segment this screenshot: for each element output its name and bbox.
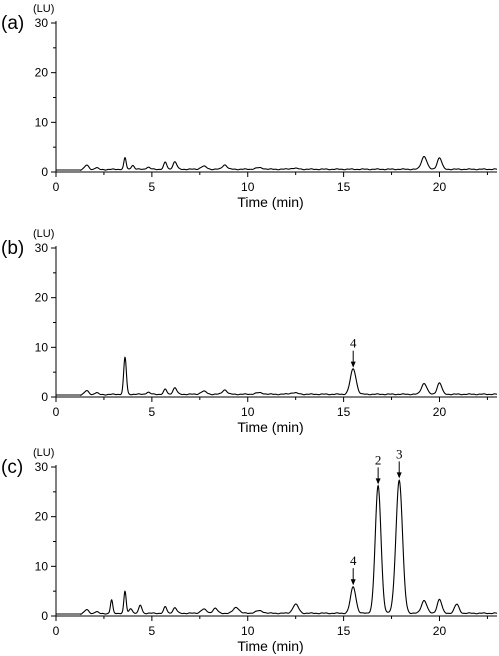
x-tick-label: 5 <box>149 405 156 419</box>
peak-annotation-3: 3 <box>396 446 403 479</box>
peak-number-label: 3 <box>396 446 403 461</box>
x-axis-title-c: Time (min) <box>237 638 303 654</box>
peak-annotation-4: 4 <box>350 553 357 586</box>
y-tick-label: 0 <box>41 390 48 404</box>
panel-label-c: (c) <box>1 457 23 478</box>
y-unit-label-a: (LU) <box>33 3 54 15</box>
chromatogram-panel-a: (a) (LU) 0 10 20 30 0 5 10 15 20 Time (min) <box>1 3 498 210</box>
y-tick-label: 30 <box>35 241 49 255</box>
x-tick-label: 0 <box>53 180 60 194</box>
panel-label-a: (a) <box>1 13 24 34</box>
chromatogram-trace-c <box>56 479 498 616</box>
y-tick-label: 30 <box>35 460 49 474</box>
x-tick-label: 15 <box>337 624 351 638</box>
y-tick-label: 20 <box>35 510 49 524</box>
peak-number-label: 4 <box>350 336 357 351</box>
chromatogram-panel-b: (b) (LU) 0 10 20 30 0 5 10 15 20 Time (min) 4 <box>1 228 498 435</box>
x-tick-label: 10 <box>241 180 255 194</box>
y-unit-label-c: (LU) <box>33 447 54 459</box>
x-tick-label: 10 <box>241 624 255 638</box>
y-tick-label: 0 <box>41 165 48 179</box>
y-tick-label: 20 <box>35 291 49 305</box>
y-tick-label: 10 <box>35 115 49 129</box>
panel-label-b: (b) <box>1 238 24 259</box>
peak-number-label: 4 <box>350 553 357 568</box>
x-tick-label: 0 <box>53 405 60 419</box>
y-tick-label: 30 <box>35 16 49 30</box>
x-tick-label: 20 <box>433 180 447 194</box>
x-tick-label: 20 <box>433 624 447 638</box>
x-tick-label: 15 <box>337 405 351 419</box>
chromatogram-trace-a <box>56 155 498 172</box>
x-tick-label: 10 <box>241 405 255 419</box>
y-tick-label: 10 <box>35 559 49 573</box>
x-axis-title-a: Time (min) <box>237 194 303 210</box>
y-tick-label: 20 <box>35 66 49 80</box>
y-tick-label: 10 <box>35 340 49 354</box>
x-axis-title-b: Time (min) <box>237 419 303 435</box>
peak-number-label: 2 <box>375 452 382 467</box>
x-tick-label: 20 <box>433 405 447 419</box>
chromatogram-panel-c: (c) (LU) 0 10 20 30 0 5 10 15 20 Time (min) 4 2 3 <box>1 446 498 654</box>
x-tick-label: 5 <box>149 624 156 638</box>
peak-arrow-head <box>350 361 356 368</box>
peak-arrow-head <box>375 478 381 485</box>
x-tick-label: 15 <box>337 180 351 194</box>
peak-arrow-head <box>396 472 402 479</box>
y-unit-label-b: (LU) <box>33 228 54 240</box>
x-tick-label: 0 <box>53 624 60 638</box>
peak-annotation-4: 4 <box>350 336 357 368</box>
peak-annotation-2: 2 <box>375 452 382 485</box>
peak-arrow-head <box>350 579 356 586</box>
y-tick-label: 0 <box>41 609 48 623</box>
chromatogram-trace-b <box>56 356 498 397</box>
x-tick-label: 5 <box>149 180 156 194</box>
